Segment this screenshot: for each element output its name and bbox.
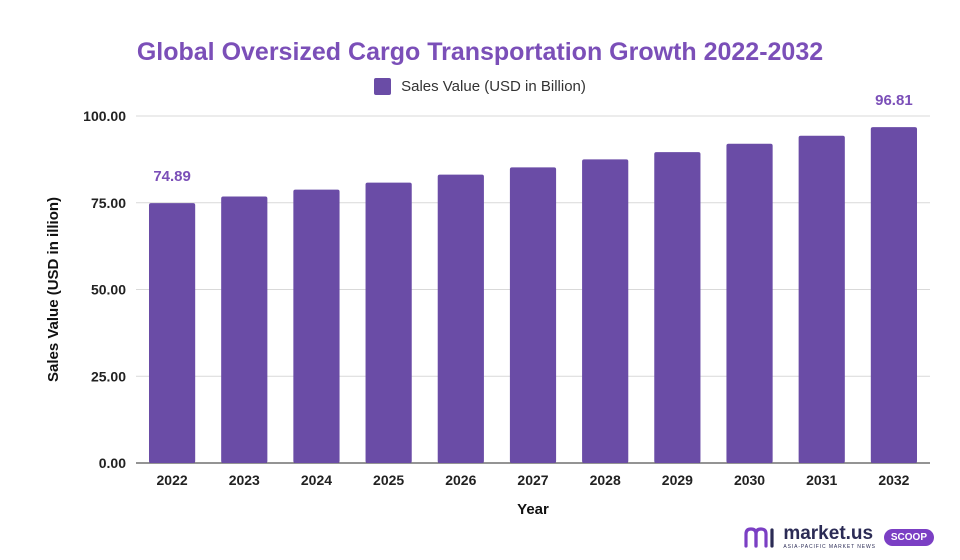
chart-title: Global Oversized Cargo Transportation Gr… xyxy=(136,38,824,66)
brand-badge: SCOOP xyxy=(883,528,934,546)
legend-label: Sales Value (USD in Billion) xyxy=(401,78,586,95)
x-tick-label: 2028 xyxy=(590,472,621,488)
y-tick-label: 75.00 xyxy=(91,195,126,211)
x-tick-label: 2026 xyxy=(445,472,476,488)
bar-2028 xyxy=(582,159,629,463)
y-tick-label: 50.00 xyxy=(91,282,126,298)
x-tick-label: 2029 xyxy=(662,472,693,488)
y-tick-label: 25.00 xyxy=(91,368,126,384)
bar-2027 xyxy=(509,167,557,463)
bar-2032 xyxy=(870,127,918,463)
x-axis-title: Year xyxy=(517,501,549,518)
data-label: 74.89 xyxy=(153,168,191,185)
chart-legend: Sales Value (USD in Billion) xyxy=(0,78,960,95)
bar-2030 xyxy=(726,143,773,463)
brand-logo: market.us ASIA-PACIFIC MARKET NEWS SCOOP xyxy=(743,524,934,550)
y-axis-title: Sales Value (USD in illion) xyxy=(45,197,62,382)
market-us-logo-icon xyxy=(744,527,774,548)
brand-tagline: ASIA-PACIFIC MARKET NEWS xyxy=(783,544,876,550)
x-tick-label: 2032 xyxy=(878,472,909,488)
bar-2025 xyxy=(365,182,412,463)
bar-2022 xyxy=(148,203,196,463)
bar-2026 xyxy=(437,174,484,463)
bar-2029 xyxy=(654,152,701,463)
brand-name: market.us xyxy=(783,523,874,544)
data-label: 96.81 xyxy=(875,92,913,109)
y-tick-label: 100.00 xyxy=(83,108,126,124)
x-tick-label: 2030 xyxy=(734,472,765,488)
x-tick-label: 2031 xyxy=(806,472,837,488)
y-tick-label: 0.00 xyxy=(99,455,126,471)
x-tick-label: 2025 xyxy=(373,472,404,488)
x-tick-label: 2027 xyxy=(517,472,548,488)
x-tick-label: 2024 xyxy=(301,472,332,488)
bar-2031 xyxy=(798,135,845,464)
x-tick-label: 2023 xyxy=(229,472,260,488)
legend-swatch xyxy=(374,78,392,95)
x-tick-label: 2022 xyxy=(157,472,188,488)
bar-2023 xyxy=(221,196,268,463)
bar-2024 xyxy=(293,189,340,463)
